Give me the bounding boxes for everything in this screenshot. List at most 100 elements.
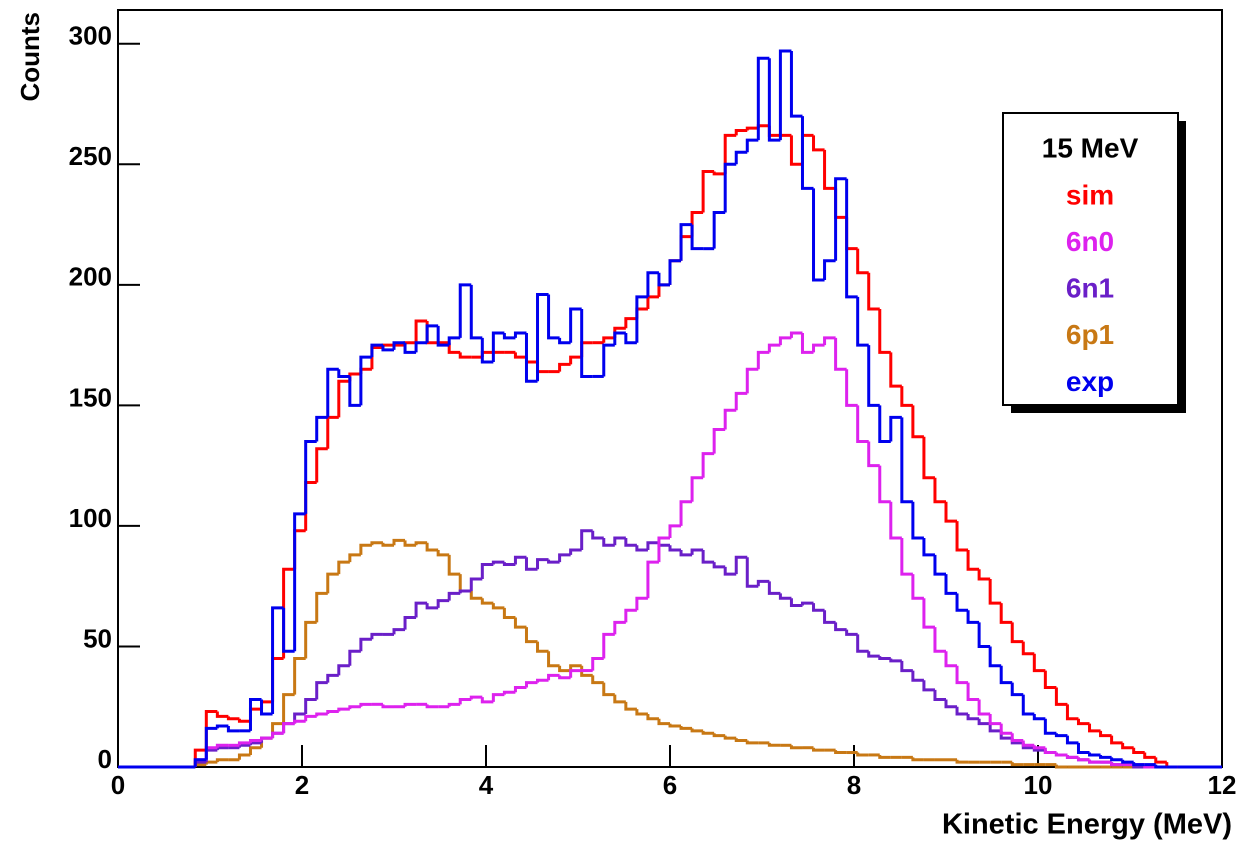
histogram-bin [524, 557, 538, 571]
histogram-bin [513, 617, 527, 629]
histogram-bin [381, 542, 394, 547]
histogram-bin [900, 660, 913, 673]
histogram-bin [337, 707, 350, 712]
histogram-bin [712, 211, 726, 249]
histogram-bin [1010, 682, 1024, 697]
legend-title: 15 MeV [1042, 132, 1139, 163]
histogram-bin [911, 574, 924, 600]
histogram-bin [348, 649, 361, 666]
histogram-bin [955, 759, 969, 764]
histogram-bin [469, 695, 483, 700]
histogram-bin [480, 562, 494, 579]
histogram-bin [800, 333, 814, 354]
histogram-bin [657, 536, 670, 563]
histogram-bin [944, 501, 958, 523]
histogram-bin [536, 678, 549, 683]
histogram-bin [1099, 754, 1112, 759]
histogram-bin [591, 657, 604, 671]
histogram-bin [933, 477, 946, 504]
histogram-bin [668, 259, 682, 285]
histogram-bin [867, 272, 880, 311]
histogram-bin [591, 530, 604, 540]
histogram-bin [359, 543, 372, 555]
histogram-bin [326, 367, 339, 418]
histogram-bin [878, 656, 891, 661]
histogram-bin [933, 554, 946, 576]
histogram-bin [767, 581, 781, 595]
histogram-bin [856, 752, 869, 757]
histogram-bin [536, 292, 549, 382]
histogram-bin [502, 333, 516, 340]
histogram-bin [469, 284, 483, 340]
histogram-bin [812, 343, 825, 353]
histogram-bin [900, 417, 913, 504]
histogram-bin [922, 436, 935, 480]
histogram-bin [293, 529, 306, 570]
histogram-bin [513, 555, 527, 565]
histogram-bin [690, 548, 704, 555]
histogram-bin [988, 713, 1002, 726]
histogram-bin [889, 415, 902, 442]
histogram-bin [613, 536, 626, 546]
histogram-bin [1076, 742, 1090, 755]
histogram-bin [1110, 762, 1123, 767]
histogram-bin [778, 336, 792, 346]
histogram-bin [999, 723, 1013, 735]
histogram-bin [756, 124, 770, 129]
histogram-bin [381, 343, 394, 348]
histogram-bin [558, 665, 571, 673]
histogram-bin [215, 746, 229, 751]
histogram-bin [955, 706, 969, 716]
histogram-bin [646, 713, 659, 721]
histogram-bin [712, 733, 726, 738]
histogram-bin [745, 126, 759, 131]
histogram-bin [547, 294, 560, 340]
histogram-bin [889, 352, 902, 388]
histogram-bin [502, 690, 516, 695]
histogram-bin [469, 577, 483, 592]
histogram-bin [966, 610, 980, 624]
histogram-bin [569, 307, 582, 343]
histogram-bin [690, 211, 704, 237]
histogram-bin [1110, 757, 1123, 762]
histogram-bin [668, 259, 682, 285]
histogram-bin [359, 367, 372, 375]
histogram-bin [624, 333, 637, 345]
histogram-bin [889, 658, 902, 663]
histogram-bin [635, 709, 648, 716]
histogram-bin [734, 129, 748, 136]
histogram-bin [878, 465, 891, 504]
histogram-bin [524, 333, 538, 383]
histogram-bin [966, 682, 980, 701]
legend-entry: sim [1066, 179, 1114, 210]
histogram-bin [668, 723, 682, 728]
histogram-bin [425, 542, 439, 552]
histogram-bin [480, 697, 494, 704]
histogram-bin [767, 343, 781, 353]
histogram-bin [1021, 740, 1035, 747]
histogram-bin [304, 481, 317, 531]
histogram-bin [524, 681, 538, 688]
y-tick-label: 300 [69, 21, 112, 51]
histogram-bin [403, 616, 417, 630]
histogram-bin [1054, 764, 1068, 769]
histogram-bin [1021, 641, 1035, 656]
histogram-bin [326, 710, 339, 714]
histogram-bin [999, 665, 1013, 685]
histogram-bin [414, 341, 428, 353]
histogram-bin [778, 593, 792, 600]
histogram-bin [558, 553, 571, 563]
histogram-bin [513, 685, 527, 693]
histogram-bin [204, 760, 218, 765]
histogram-bin [491, 693, 505, 702]
histogram-bin [845, 369, 858, 407]
histogram-bin [767, 58, 781, 142]
histogram-bin [767, 125, 781, 137]
histogram-bin [911, 501, 924, 540]
histogram-bin [679, 235, 693, 261]
histogram-bin [469, 591, 483, 600]
histogram-bin [922, 680, 935, 692]
histogram-bin [282, 607, 295, 653]
histogram-bin [745, 740, 759, 745]
